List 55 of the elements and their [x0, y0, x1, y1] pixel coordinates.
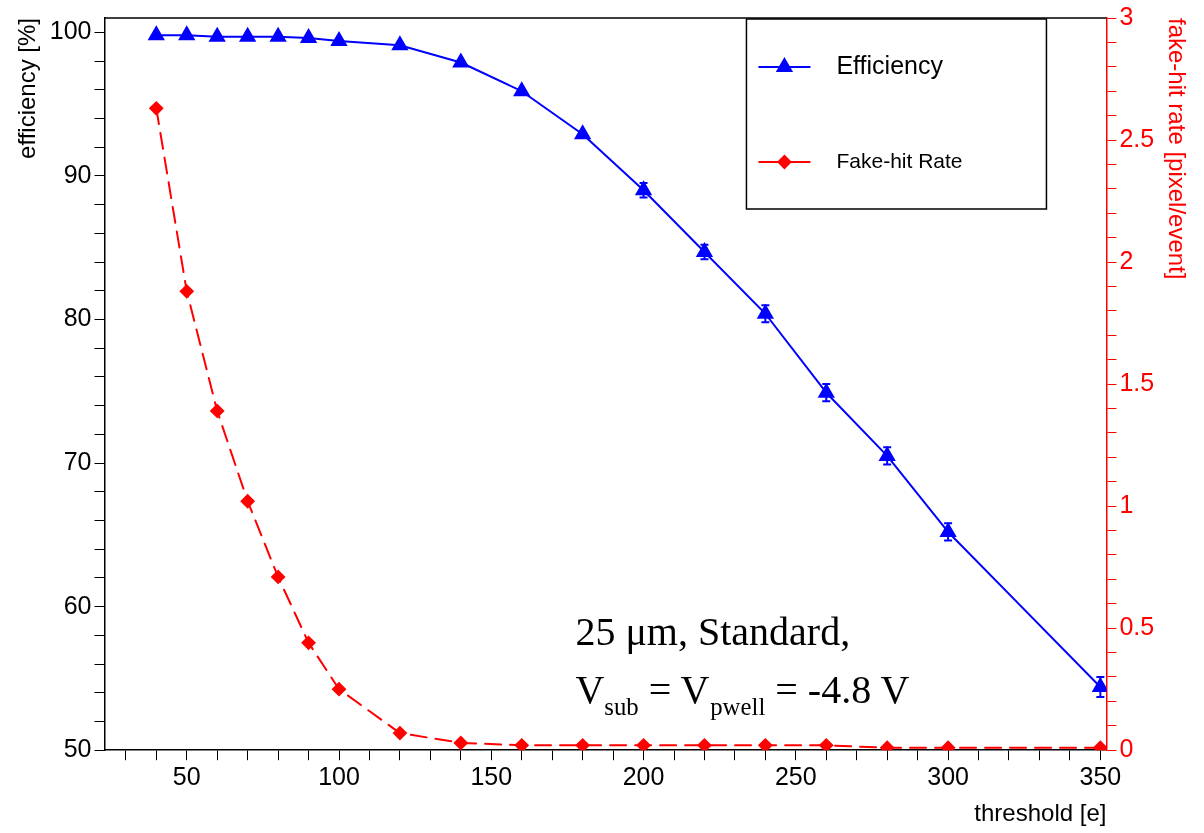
- x-tick-label: 100: [318, 762, 360, 791]
- y-tick-label: 50: [63, 734, 92, 763]
- point: [240, 494, 255, 509]
- point: [209, 27, 226, 42]
- point: [239, 27, 256, 42]
- point: [392, 726, 407, 741]
- point: [453, 735, 468, 750]
- point: [271, 569, 286, 584]
- point: [391, 36, 408, 51]
- point: [697, 738, 712, 751]
- y2-tick-label: 2: [1119, 245, 1134, 274]
- point: [636, 738, 651, 751]
- point: [574, 125, 591, 140]
- point: [149, 101, 164, 116]
- y2-tick-label: 1.5: [1119, 367, 1155, 396]
- y-tick-label: 90: [63, 159, 92, 188]
- x-tick-label: 300: [927, 762, 969, 791]
- point: [210, 403, 225, 418]
- point: [514, 738, 529, 751]
- point: [148, 26, 165, 41]
- point: [758, 738, 773, 751]
- point: [513, 82, 530, 97]
- y-tick-label: 80: [63, 303, 92, 332]
- y-tick-label: 60: [63, 590, 92, 619]
- point: [880, 740, 895, 751]
- point: [941, 740, 956, 751]
- annotation: 25 μm, Standard,: [575, 609, 851, 655]
- y-tick-label: 70: [63, 446, 92, 475]
- y-axis-title: efficiency [%]: [13, 18, 41, 159]
- point: [179, 284, 194, 299]
- y-tick-label: 100: [49, 16, 92, 45]
- x-tick-label: 150: [470, 762, 513, 791]
- y2-tick-label: 2.5: [1119, 123, 1155, 152]
- point: [332, 682, 347, 697]
- x-tick-label: 350: [1079, 762, 1122, 791]
- x-tick-label: 50: [172, 762, 201, 791]
- legend-label: Fake-hit Rate: [836, 148, 963, 172]
- point: [575, 738, 590, 751]
- point: [178, 26, 195, 41]
- point: [819, 738, 834, 751]
- legend-label: Efficiency: [836, 50, 944, 79]
- point: [301, 635, 316, 650]
- point: [270, 27, 287, 42]
- point: [300, 29, 317, 44]
- y2-tick-label: 3: [1119, 1, 1134, 30]
- y2-tick-label: 0: [1119, 734, 1134, 763]
- x-axis-title: threshold [e]: [974, 799, 1107, 827]
- x-tick-label: 250: [774, 762, 817, 791]
- y2-axis-title: fake-hit rate [pixel/event]: [1163, 18, 1191, 280]
- y2-tick-label: 1: [1119, 490, 1134, 519]
- y2-tick-label: 0.5: [1119, 612, 1155, 641]
- point: [452, 53, 469, 68]
- x-tick-label: 200: [622, 762, 665, 791]
- point: [331, 31, 347, 46]
- point: [1093, 740, 1107, 751]
